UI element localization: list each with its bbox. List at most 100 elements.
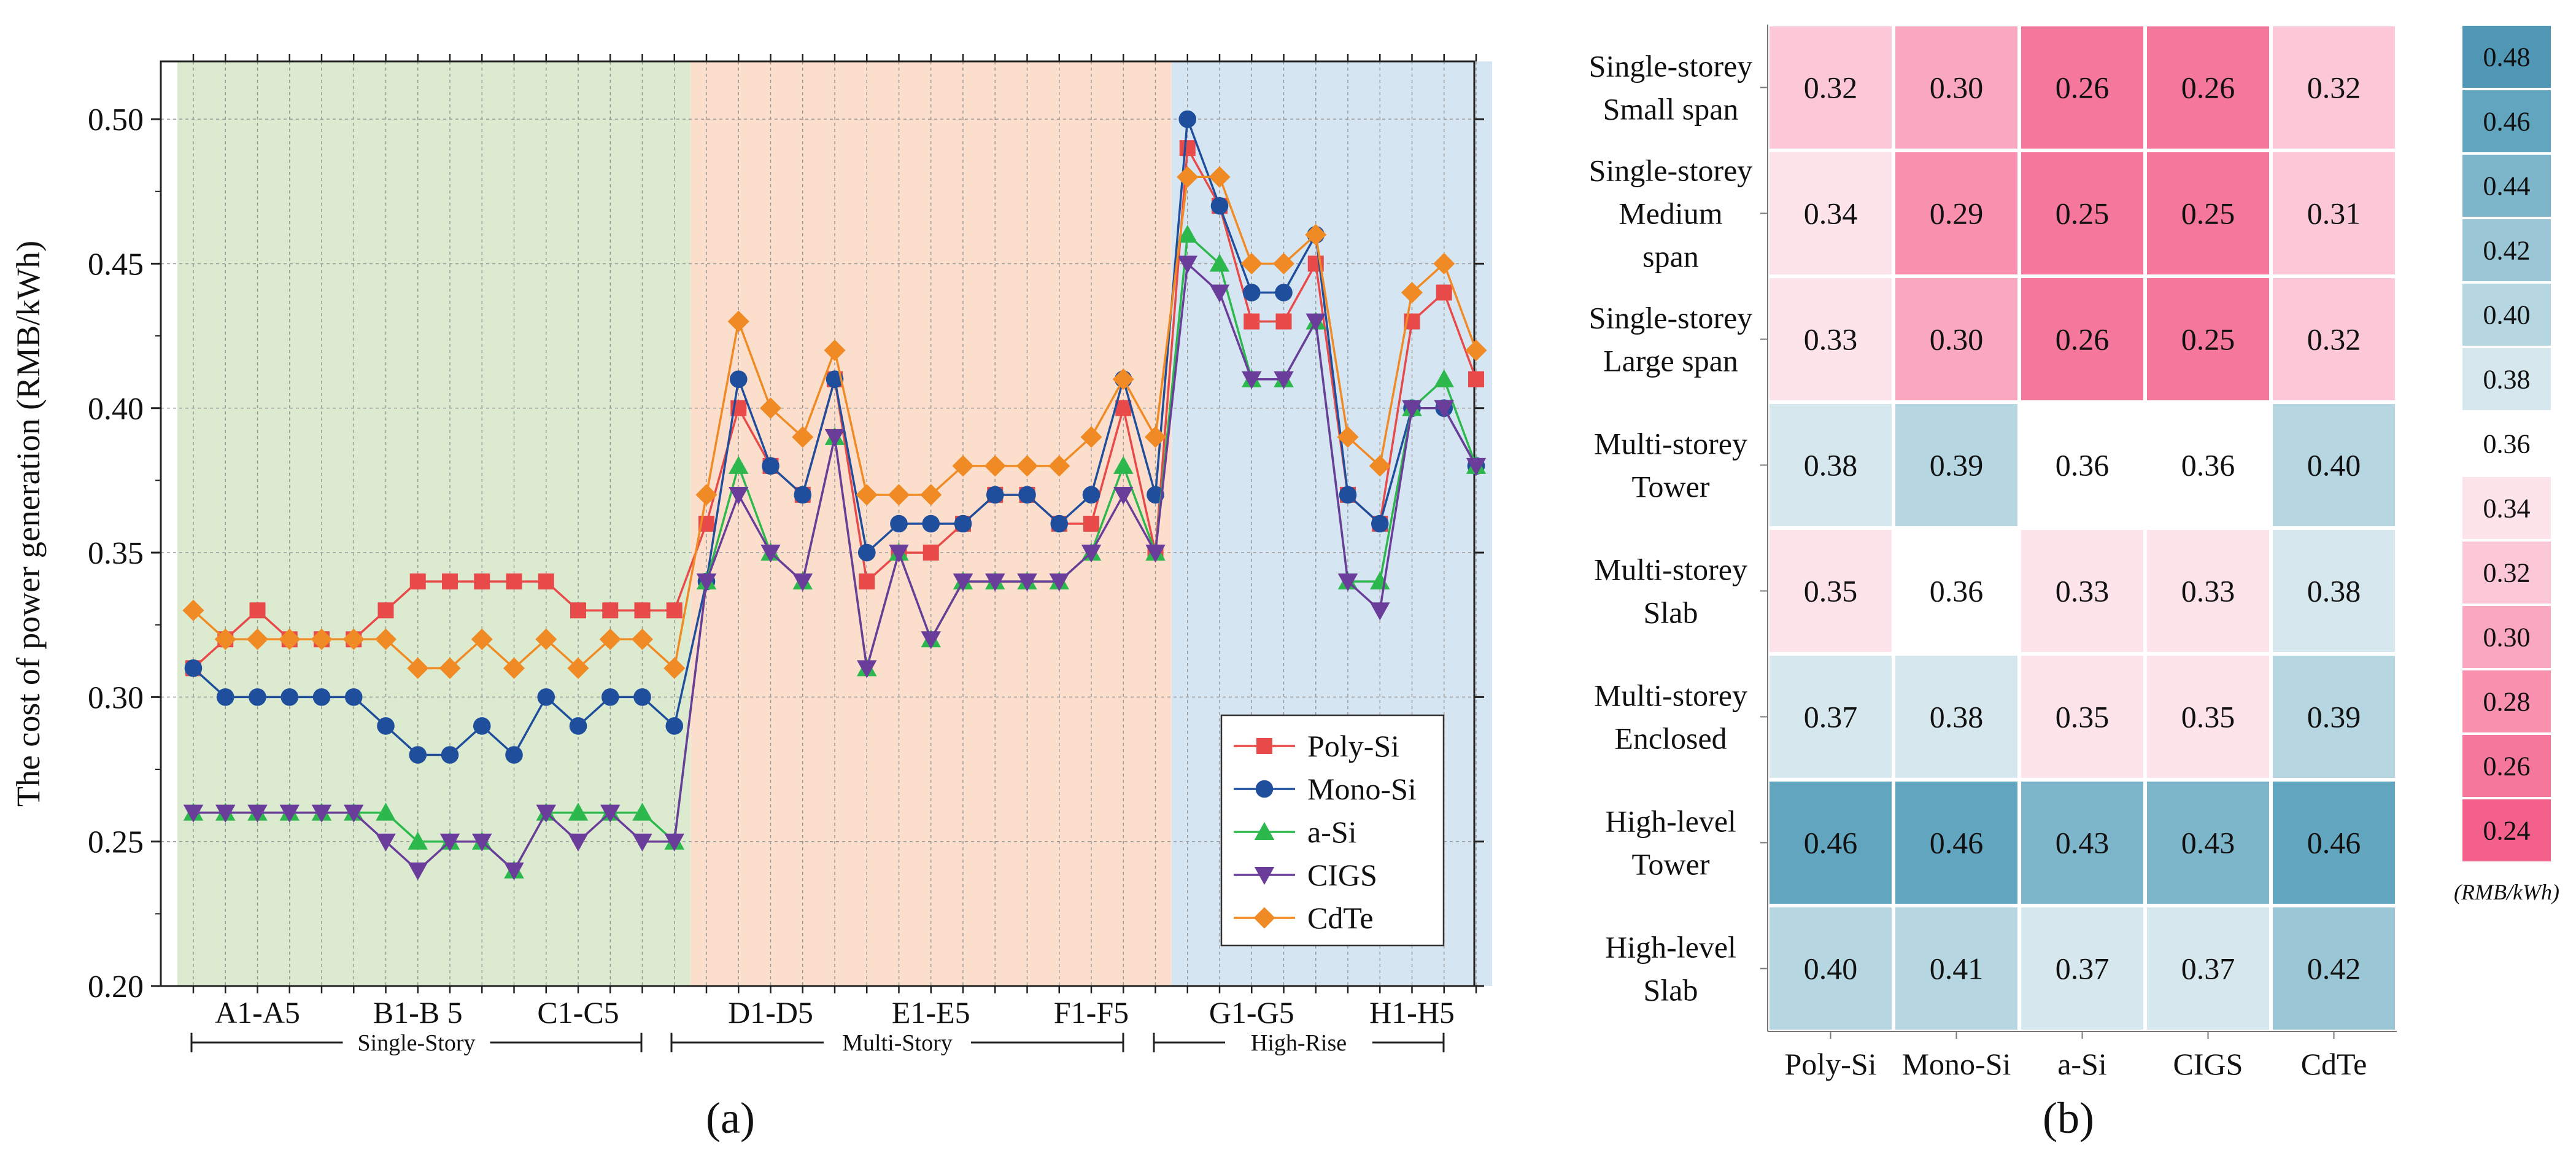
y-tick-label: 0.25	[88, 825, 144, 860]
heatmap-row: 0.40 0.41 0.37 0.37 0.42 High-level Slab	[1605, 904, 2399, 1033]
data-point	[1209, 166, 1231, 188]
data-point	[600, 804, 621, 823]
data-point	[665, 717, 684, 735]
heatmap-cell	[1892, 904, 2021, 1033]
data-point	[474, 573, 490, 590]
data-point	[407, 657, 429, 679]
data-point	[441, 746, 459, 764]
colorbar-label: 0.38	[2483, 365, 2531, 395]
heatmap-column-label: Mono-Si	[1902, 1047, 2011, 1081]
x-category-label: B1-B 5	[373, 995, 463, 1030]
data-point	[280, 688, 299, 706]
heatmap-cell-value: 0.38	[2307, 574, 2361, 608]
data-point	[952, 455, 974, 477]
colorbar-label: 0.26	[2483, 751, 2531, 782]
heatmap-cell-value: 0.39	[1930, 448, 1984, 483]
data-point	[1256, 738, 1272, 754]
heatmap-cell-value: 0.43	[2056, 826, 2110, 860]
caption-b: (b)	[2043, 1093, 2094, 1143]
colorbar-label: 0.24	[2483, 816, 2531, 846]
data-point	[473, 717, 491, 735]
data-point	[889, 545, 909, 563]
heatmap-cell-value: 0.26	[2056, 322, 2110, 357]
data-point	[312, 688, 331, 706]
data-point	[824, 429, 845, 448]
data-point	[1081, 545, 1102, 563]
heatmap-row-label: Multi-storey	[1594, 678, 1747, 713]
colorbar-label: 0.36	[2483, 429, 2531, 459]
data-point	[1113, 456, 1134, 474]
data-point	[1337, 426, 1359, 448]
heatmap-row-label: Single-storey	[1589, 49, 1753, 83]
data-point	[1369, 455, 1391, 477]
data-point	[1433, 252, 1455, 274]
heatmap-cell-value: 0.26	[2181, 71, 2235, 105]
data-point	[568, 802, 589, 821]
data-point	[344, 804, 364, 823]
data-point	[1115, 400, 1132, 416]
data-point	[985, 573, 1005, 592]
data-point	[505, 746, 523, 764]
data-point	[1272, 252, 1295, 274]
data-point	[311, 804, 332, 823]
colorbar-swatch	[2460, 668, 2553, 735]
data-point	[634, 602, 651, 619]
heatmap-column-label: Poly-Si	[1784, 1047, 1876, 1081]
heatmap-cell-value: 0.35	[2181, 700, 2235, 734]
heatmap-row: 0.33 0.30 0.26 0.25 0.32 Single-storey Large s…	[1589, 274, 2399, 404]
heatmap-cell-value: 0.33	[2181, 574, 2235, 608]
data-point	[1436, 284, 1452, 301]
data-point	[506, 573, 522, 590]
data-point	[762, 457, 779, 475]
data-point	[792, 426, 814, 448]
data-point	[377, 717, 395, 735]
heatmap-cell-value: 0.35	[1804, 574, 1858, 608]
heatmap-cell	[2017, 23, 2147, 152]
heatmap-cell-value: 0.37	[2056, 952, 2110, 986]
data-point	[374, 628, 397, 650]
series-cigs	[183, 255, 1487, 880]
data-point	[279, 628, 301, 650]
colorbar-swatch	[2460, 797, 2553, 864]
group-label: Single-Story	[357, 1030, 475, 1056]
heatmap-cell	[2143, 23, 2273, 152]
series-cdte	[182, 166, 1487, 679]
data-point	[729, 486, 749, 505]
data-point	[890, 514, 908, 533]
data-point	[794, 486, 812, 504]
data-point	[184, 659, 203, 677]
data-point	[1179, 140, 1196, 157]
data-point	[1113, 486, 1134, 505]
data-point	[1018, 486, 1036, 504]
heatmap-cell-value: 0.33	[1804, 322, 1858, 357]
data-point	[633, 688, 651, 706]
y-tick-label: 0.45	[88, 247, 144, 282]
data-point	[729, 370, 748, 388]
heatmap-cell-value: 0.46	[1804, 826, 1858, 860]
heatmap-cell	[2269, 778, 2399, 907]
heatmap-row-label: Single-storey	[1589, 153, 1753, 188]
heatmap-row-label: Tower	[1631, 470, 1709, 504]
heatmap-cell	[2017, 652, 2147, 782]
heatmap-cell-value: 0.33	[2056, 574, 2110, 608]
heatmap-cell	[1766, 778, 1895, 907]
heatmap-cell-value: 0.39	[2307, 700, 2361, 734]
data-point	[215, 804, 236, 823]
heatmap-cell	[2143, 652, 2273, 782]
data-point	[1210, 197, 1229, 215]
y-tick-label: 0.40	[88, 392, 144, 427]
colorbar-swatch	[2460, 23, 2553, 90]
heatmap-cell-value: 0.32	[1804, 71, 1858, 105]
data-point	[1145, 545, 1166, 563]
colorbar-label: 0.42	[2483, 236, 2531, 266]
x-category-label: G1-G5	[1209, 995, 1294, 1030]
group-label: High-Rise	[1251, 1030, 1347, 1056]
data-point	[216, 688, 234, 706]
data-point	[1177, 166, 1199, 188]
data-point	[1402, 400, 1422, 418]
data-point	[602, 602, 619, 619]
heatmap-cell	[1766, 23, 1895, 152]
heatmap-cell-value: 0.30	[1930, 71, 1984, 105]
data-point	[279, 804, 300, 823]
